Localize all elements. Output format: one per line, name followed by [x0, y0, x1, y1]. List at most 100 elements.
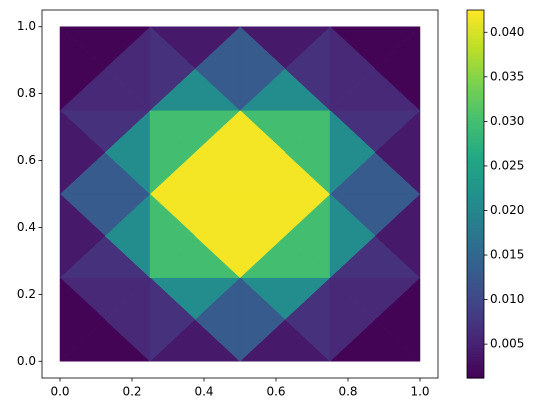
colorbar-swatch: [467, 98, 484, 103]
colorbar-swatch: [467, 255, 484, 259]
colorbar-swatch: [467, 240, 484, 244]
colorbar-swatch: [467, 233, 484, 238]
colorbar-swatch: [467, 148, 484, 152]
colorbar-swatch: [467, 49, 484, 54]
colorbar-swatch: [467, 353, 484, 358]
colorbar-swatch: [467, 40, 484, 45]
triangle: [59, 277, 106, 362]
colorbar-swatch: [467, 74, 484, 79]
colorbar-swatch: [467, 184, 484, 189]
colorbar-swatch: [467, 175, 484, 180]
colorbar-swatch: [467, 279, 484, 284]
colorbar-swatch: [467, 157, 484, 161]
colorbar-tick-label: 0.020: [490, 203, 524, 217]
x-tick-label: 0.4: [194, 385, 213, 399]
colorbar-swatch: [467, 138, 484, 143]
colorbar-swatch: [467, 31, 484, 36]
colorbar-swatch: [467, 289, 484, 293]
triangle: [329, 109, 376, 195]
colorbar-swatch: [467, 344, 484, 348]
y-tick-label: 0.4: [17, 220, 36, 234]
x-tick-label: 0.0: [50, 385, 69, 399]
triangle: [329, 26, 376, 111]
colorbar-swatch: [467, 135, 484, 140]
colorbar-swatch: [467, 56, 484, 60]
colorbar-swatch: [467, 261, 484, 266]
colorbar-swatch: [467, 313, 484, 318]
colorbar-swatch: [467, 62, 484, 66]
colorbar-swatch: [467, 341, 484, 345]
colorbar-tick-label: 0.030: [490, 114, 524, 128]
colorbar-swatch: [467, 356, 484, 361]
colorbar-swatch: [467, 194, 484, 198]
colorbar-swatch: [467, 71, 484, 75]
colorbar-swatch: [467, 230, 484, 235]
colorbar-swatch: [467, 34, 484, 39]
colorbar-tick-label: 0.010: [490, 292, 524, 306]
colorbar-swatch: [467, 68, 484, 72]
colorbar-swatch: [467, 368, 484, 373]
colorbar-swatch: [467, 46, 484, 51]
colorbar-swatch: [467, 52, 484, 57]
colorbar-swatch: [467, 166, 484, 171]
colorbar-swatch: [467, 270, 484, 275]
triangle: [149, 193, 196, 279]
colorbar-swatch: [467, 347, 484, 351]
triangle: [149, 109, 196, 195]
colorbar-swatch: [467, 10, 484, 14]
colorbar-swatch: [467, 37, 484, 42]
y-tick-label: 0.6: [17, 153, 36, 167]
colorbar-swatch: [467, 114, 484, 118]
colorbar-swatch: [467, 117, 484, 121]
colorbar-tick-label: 0.015: [490, 248, 524, 262]
colorbar-swatch: [467, 80, 484, 85]
colorbar-swatch: [467, 319, 484, 324]
colorbar-swatch: [467, 144, 484, 149]
colorbar-swatch: [467, 273, 484, 278]
y-tick-label: 1.0: [17, 19, 36, 33]
colorbar-swatch: [467, 77, 484, 82]
triangle: [59, 109, 106, 195]
colorbar-swatch: [467, 304, 484, 309]
colorbar-swatch: [467, 371, 484, 376]
colorbar-swatch: [467, 129, 484, 134]
colorbar-swatch: [467, 181, 484, 186]
triangle: [59, 193, 106, 279]
colorbar-swatch: [467, 243, 484, 247]
colorbar-swatch: [467, 141, 484, 146]
colorbar-swatch: [467, 301, 484, 305]
colorbar-swatch: [467, 322, 484, 327]
colorbar-swatch: [467, 374, 484, 379]
colorbar-swatch: [467, 258, 484, 263]
colorbar-swatch: [467, 221, 484, 226]
colorbar-swatch: [467, 365, 484, 370]
colorbar-swatch: [467, 227, 484, 232]
colorbar-swatch: [467, 209, 484, 213]
triangle: [149, 26, 196, 111]
colorbar-swatch: [467, 102, 484, 106]
colorbar-swatch: [467, 218, 484, 223]
colorbar-swatch: [467, 111, 484, 115]
colorbar-swatch: [467, 325, 484, 330]
colorbar-swatch: [467, 190, 484, 195]
colorbar-swatch: [467, 246, 484, 250]
colorbar-swatch: [467, 206, 484, 210]
colorbar-frame: [466, 9, 485, 379]
colorbar-swatch: [467, 359, 484, 364]
colorbar-swatch: [467, 362, 484, 367]
colorbar-swatch: [467, 151, 484, 155]
colorbar-swatch: [467, 197, 484, 201]
colorbar-swatch: [467, 249, 484, 253]
colorbar-swatch: [467, 295, 484, 299]
colorbar-swatch: [467, 92, 484, 97]
colorbar-swatch: [467, 310, 484, 315]
plot-frame: [41, 9, 439, 379]
triangle: [149, 277, 196, 362]
colorbar-swatch: [467, 292, 484, 296]
colorbar-swatch: [467, 276, 484, 281]
colorbar-swatch: [467, 335, 484, 339]
colorbar-swatch: [467, 65, 484, 69]
colorbar-swatch: [467, 267, 484, 272]
colorbar-tick-label: 0.035: [490, 69, 524, 83]
colorbar-swatch: [467, 224, 484, 229]
